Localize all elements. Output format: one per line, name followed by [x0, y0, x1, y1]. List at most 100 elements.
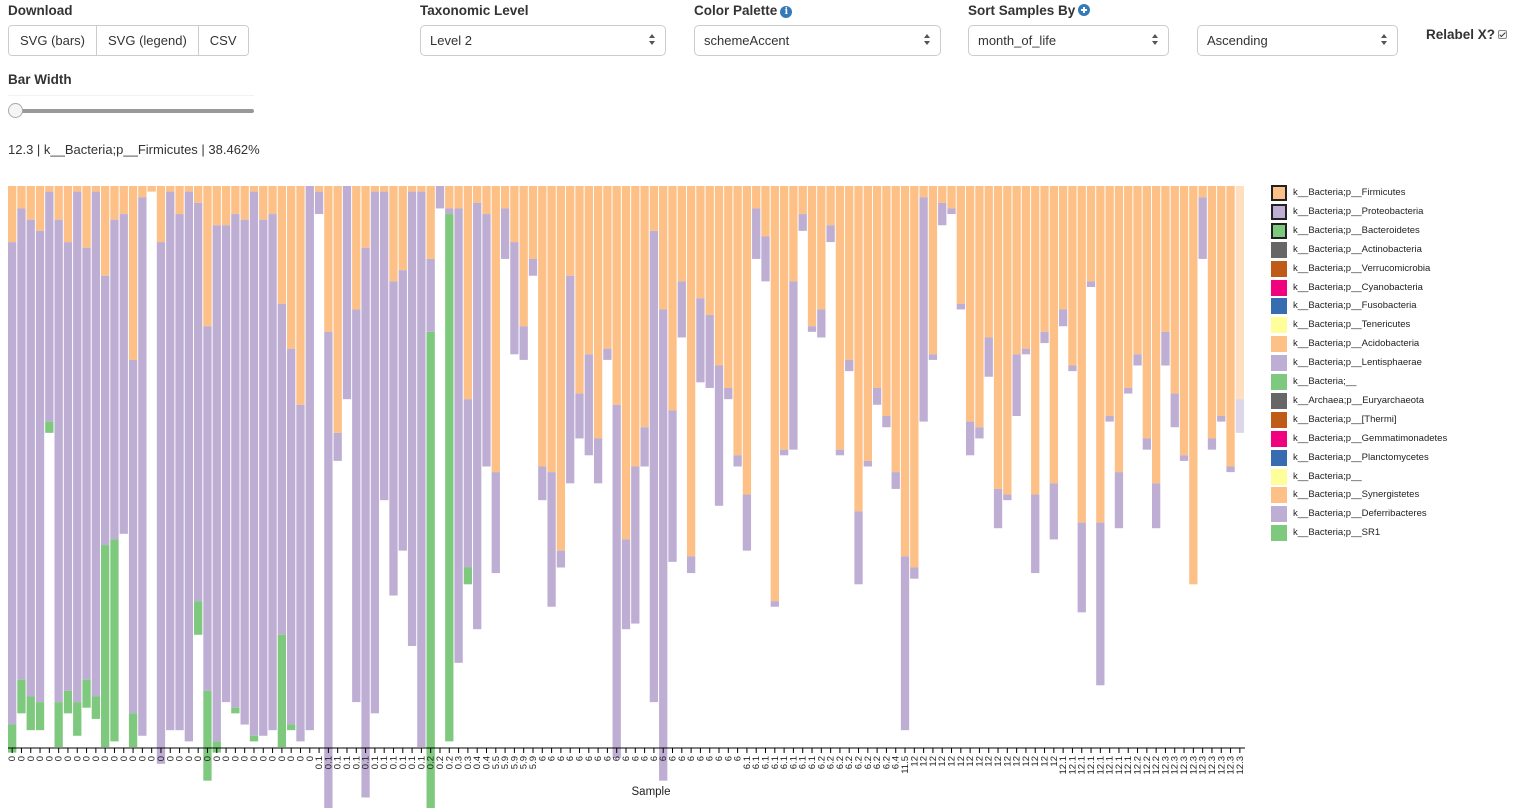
info-icon[interactable]: i [780, 6, 793, 18]
bar-segment-firmicutes[interactable] [1096, 186, 1105, 523]
bar-segment-proteobacteria[interactable] [482, 214, 491, 467]
bar-segment-firmicutes[interactable] [705, 186, 714, 316]
bar-segment-proteobacteria[interactable] [407, 191, 417, 647]
bar-segment-firmicutes[interactable] [324, 186, 333, 332]
bar-segment-firmicutes[interactable] [584, 186, 593, 355]
bar-segment-bacteroidetes[interactable] [54, 702, 63, 747]
bar-segment-proteobacteria[interactable] [863, 460, 872, 467]
legend-swatch[interactable] [1271, 336, 1287, 353]
bar-segment-bacteroidetes[interactable] [63, 690, 73, 714]
bar-segment-proteobacteria[interactable] [1170, 393, 1179, 428]
bar-segment-firmicutes[interactable] [380, 186, 389, 192]
bar-segment-proteobacteria[interactable] [984, 337, 993, 377]
legend-item[interactable]: k__Bacteria;p__Verrucomicrobia [1271, 260, 1511, 278]
bar-segment-firmicutes[interactable] [528, 186, 538, 259]
bar-segment-proteobacteria[interactable] [640, 427, 649, 467]
bar-segment-proteobacteria[interactable] [491, 472, 500, 574]
bar-segment-bacteroidetes[interactable] [45, 421, 54, 433]
bar-segment-firmicutes[interactable] [128, 186, 138, 360]
legend-swatch[interactable] [1271, 317, 1287, 334]
bar-segment-proteobacteria[interactable] [1003, 494, 1012, 501]
bar-segment-proteobacteria[interactable] [705, 315, 714, 388]
bar-segment-proteobacteria[interactable] [631, 466, 640, 624]
bar-segment-firmicutes[interactable] [1179, 186, 1189, 456]
bar-segment-proteobacteria[interactable] [221, 225, 231, 703]
bar-segment-proteobacteria[interactable] [1207, 438, 1217, 450]
legend-item[interactable]: k__Bacteria;p__Tenericutes [1271, 317, 1511, 334]
bar-segment-firmicutes[interactable] [463, 186, 473, 400]
bar-segment-bacteroidetes[interactable] [249, 735, 259, 742]
relabel-x-checkbox[interactable] [1498, 30, 1508, 39]
bar-segment-firmicutes[interactable] [789, 186, 798, 282]
bar-segment-proteobacteria[interactable] [696, 298, 705, 383]
bar-segment-proteobacteria[interactable] [277, 303, 287, 635]
bar-segment-proteobacteria[interactable] [1058, 309, 1068, 327]
bar-segment-firmicutes[interactable] [761, 186, 770, 237]
bar-segment-firmicutes[interactable] [1086, 186, 1096, 282]
bar-segment-proteobacteria[interactable] [649, 230, 659, 703]
bar-segment-firmicutes[interactable] [101, 186, 110, 276]
bar-segment-firmicutes[interactable] [1133, 186, 1142, 355]
bar-segment-firmicutes[interactable] [1003, 186, 1012, 495]
bar-segment-bacteroidetes[interactable] [203, 690, 212, 781]
bar-segment-proteobacteria[interactable] [956, 303, 965, 310]
bar-segment-bacteroidetes[interactable] [8, 724, 17, 753]
bar-segment-proteobacteria[interactable] [1198, 197, 1207, 259]
bar-segment-proteobacteria[interactable] [1105, 416, 1114, 422]
bar-segment-proteobacteria[interactable] [965, 421, 975, 456]
bar-segment-proteobacteria[interactable] [231, 214, 240, 708]
bar-segment-bacteroidetes[interactable] [82, 679, 91, 708]
legend-item[interactable]: k__Bacteria;p__[Thermi] [1271, 411, 1511, 429]
bar-segment-proteobacteria[interactable] [1124, 387, 1133, 394]
bar-segment-firmicutes[interactable] [900, 186, 910, 557]
legend-swatch[interactable] [1271, 525, 1287, 542]
bar-segment-proteobacteria[interactable] [538, 466, 547, 501]
bar-segment-proteobacteria[interactable] [910, 567, 919, 579]
bar-segment-proteobacteria[interactable] [556, 550, 566, 568]
bar-segment-proteobacteria[interactable] [268, 214, 277, 731]
bar-segment-proteobacteria[interactable] [724, 387, 733, 400]
bar-segment-firmicutes[interactable] [659, 186, 668, 310]
bar-segment-firmicutes[interactable] [231, 186, 240, 215]
bar-segment-firmicutes[interactable] [361, 186, 370, 248]
bar-segment-firmicutes[interactable] [882, 186, 891, 417]
bar-segment-proteobacteria[interactable] [835, 449, 845, 456]
bar-segment-firmicutes[interactable] [1161, 186, 1170, 332]
bar-segment-firmicutes[interactable] [919, 186, 928, 198]
bar-segment-proteobacteria[interactable] [500, 208, 510, 259]
bar-segment-proteobacteria[interactable] [1086, 281, 1096, 287]
bar-segment-firmicutes[interactable] [640, 186, 649, 428]
bar-segment-firmicutes[interactable] [296, 186, 305, 405]
bar-segment-firmicutes[interactable] [1235, 186, 1244, 400]
bar-segment-firmicutes[interactable] [854, 186, 863, 512]
bar-segment-firmicutes[interactable] [333, 186, 342, 433]
bar-segment-firmicutes[interactable] [612, 186, 621, 405]
bar-segment-proteobacteria[interactable] [584, 354, 593, 456]
bar-segment-firmicutes[interactable] [417, 186, 426, 192]
bar-segment-firmicutes[interactable] [566, 186, 575, 276]
bar-segment-proteobacteria[interactable] [240, 219, 249, 725]
bar-segment-bacteroidetes[interactable] [426, 331, 435, 808]
bar-segment-proteobacteria[interactable] [454, 208, 463, 663]
bar-segment-proteobacteria[interactable] [426, 258, 435, 332]
bar-segment-firmicutes[interactable] [965, 186, 975, 422]
bar-segment-proteobacteria[interactable] [845, 359, 854, 372]
bar-segment-proteobacteria[interactable] [296, 404, 305, 742]
bar-segment-proteobacteria[interactable] [1226, 466, 1235, 473]
bar-segment-firmicutes[interactable] [845, 186, 854, 360]
legend-swatch[interactable] [1271, 355, 1287, 372]
bar-segment-firmicutes[interactable] [221, 186, 231, 226]
bar-segment-firmicutes[interactable] [593, 186, 603, 439]
bar-segment-proteobacteria[interactable] [947, 208, 956, 215]
bar-segment-firmicutes[interactable] [649, 186, 659, 231]
bar-segment-firmicutes[interactable] [1198, 186, 1207, 198]
bar-segment-firmicutes[interactable] [26, 186, 35, 220]
bar-segment-proteobacteria[interactable] [770, 601, 779, 607]
bar-segment-proteobacteria[interactable] [993, 488, 1003, 529]
bar-segment-proteobacteria[interactable] [370, 191, 380, 714]
plus-icon[interactable] [1078, 4, 1091, 16]
bar-segment-proteobacteria[interactable] [1161, 331, 1170, 366]
bar-segment-proteobacteria[interactable] [519, 326, 528, 360]
bar-segment-firmicutes[interactable] [1077, 186, 1086, 523]
bar-segment-proteobacteria[interactable] [547, 472, 556, 607]
